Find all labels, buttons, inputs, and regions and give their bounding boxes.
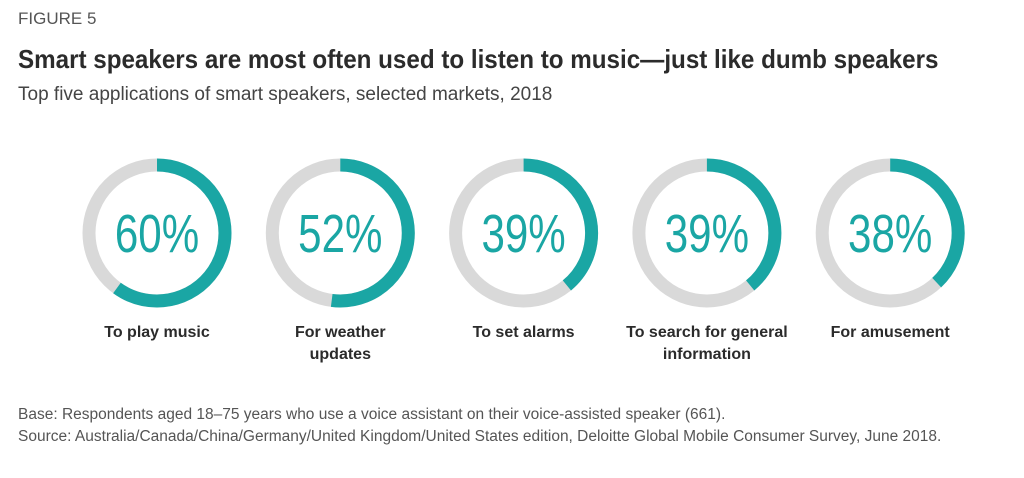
value-label: 52% — [298, 204, 382, 264]
category-label: To play music — [104, 324, 210, 341]
donut-5: 38% — [815, 158, 965, 308]
donut-arc — [265, 158, 415, 308]
value-label: 38% — [848, 204, 932, 264]
donut-4: 39% — [632, 158, 782, 308]
donut-2: 52% — [265, 158, 415, 308]
category-label: For weather updates — [294, 324, 386, 363]
source-note: Source: Australia/Canada/China/Germany/U… — [18, 428, 942, 445]
value-label: 39% — [481, 204, 565, 264]
base-note: Base: Respondents aged 18–75 years who u… — [18, 406, 726, 423]
chart-title: Smart speakers are most often used to li… — [18, 44, 939, 74]
category-label: To search for general information — [626, 324, 788, 363]
donut-arc — [82, 158, 232, 308]
donut-1: 60% — [82, 158, 232, 308]
donut-3: 39% — [449, 158, 599, 308]
figure-label: FIGURE 5 — [18, 9, 97, 28]
donut-arc — [449, 158, 599, 308]
category-label: For amusement — [830, 324, 950, 341]
value-label: 39% — [665, 204, 749, 264]
chart-subtitle: Top five applications of smart speakers,… — [18, 84, 553, 105]
donut-arc — [632, 158, 782, 308]
category-label: To set alarms — [472, 324, 575, 341]
donut-arc — [815, 158, 965, 308]
value-label: 60% — [115, 204, 199, 264]
footnotes: Base: Respondents aged 18–75 years who u… — [18, 404, 1018, 448]
